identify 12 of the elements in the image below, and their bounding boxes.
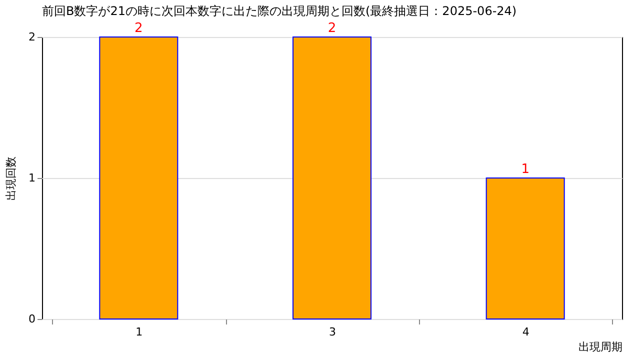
data-label: 1 <box>521 162 530 177</box>
data-label: 2 <box>134 21 143 36</box>
x-tick-label: 1 <box>136 326 143 338</box>
data-label: 2 <box>328 21 336 36</box>
y-tick-label: 0 <box>28 312 36 326</box>
x-tick-label: 4 <box>522 326 530 338</box>
x-axis-title: 出現周期 <box>578 340 622 354</box>
y-tick-label: 2 <box>28 30 36 44</box>
chart-title: 前回B数字が21の時に次回本数字に出た際の出現周期と回数(最終抽選日：2025-06-24) <box>42 4 517 18</box>
y-tick-label: 1 <box>28 172 36 184</box>
x-tick-label: 3 <box>329 326 336 338</box>
y-axis-title: 出現回数 <box>4 156 18 200</box>
